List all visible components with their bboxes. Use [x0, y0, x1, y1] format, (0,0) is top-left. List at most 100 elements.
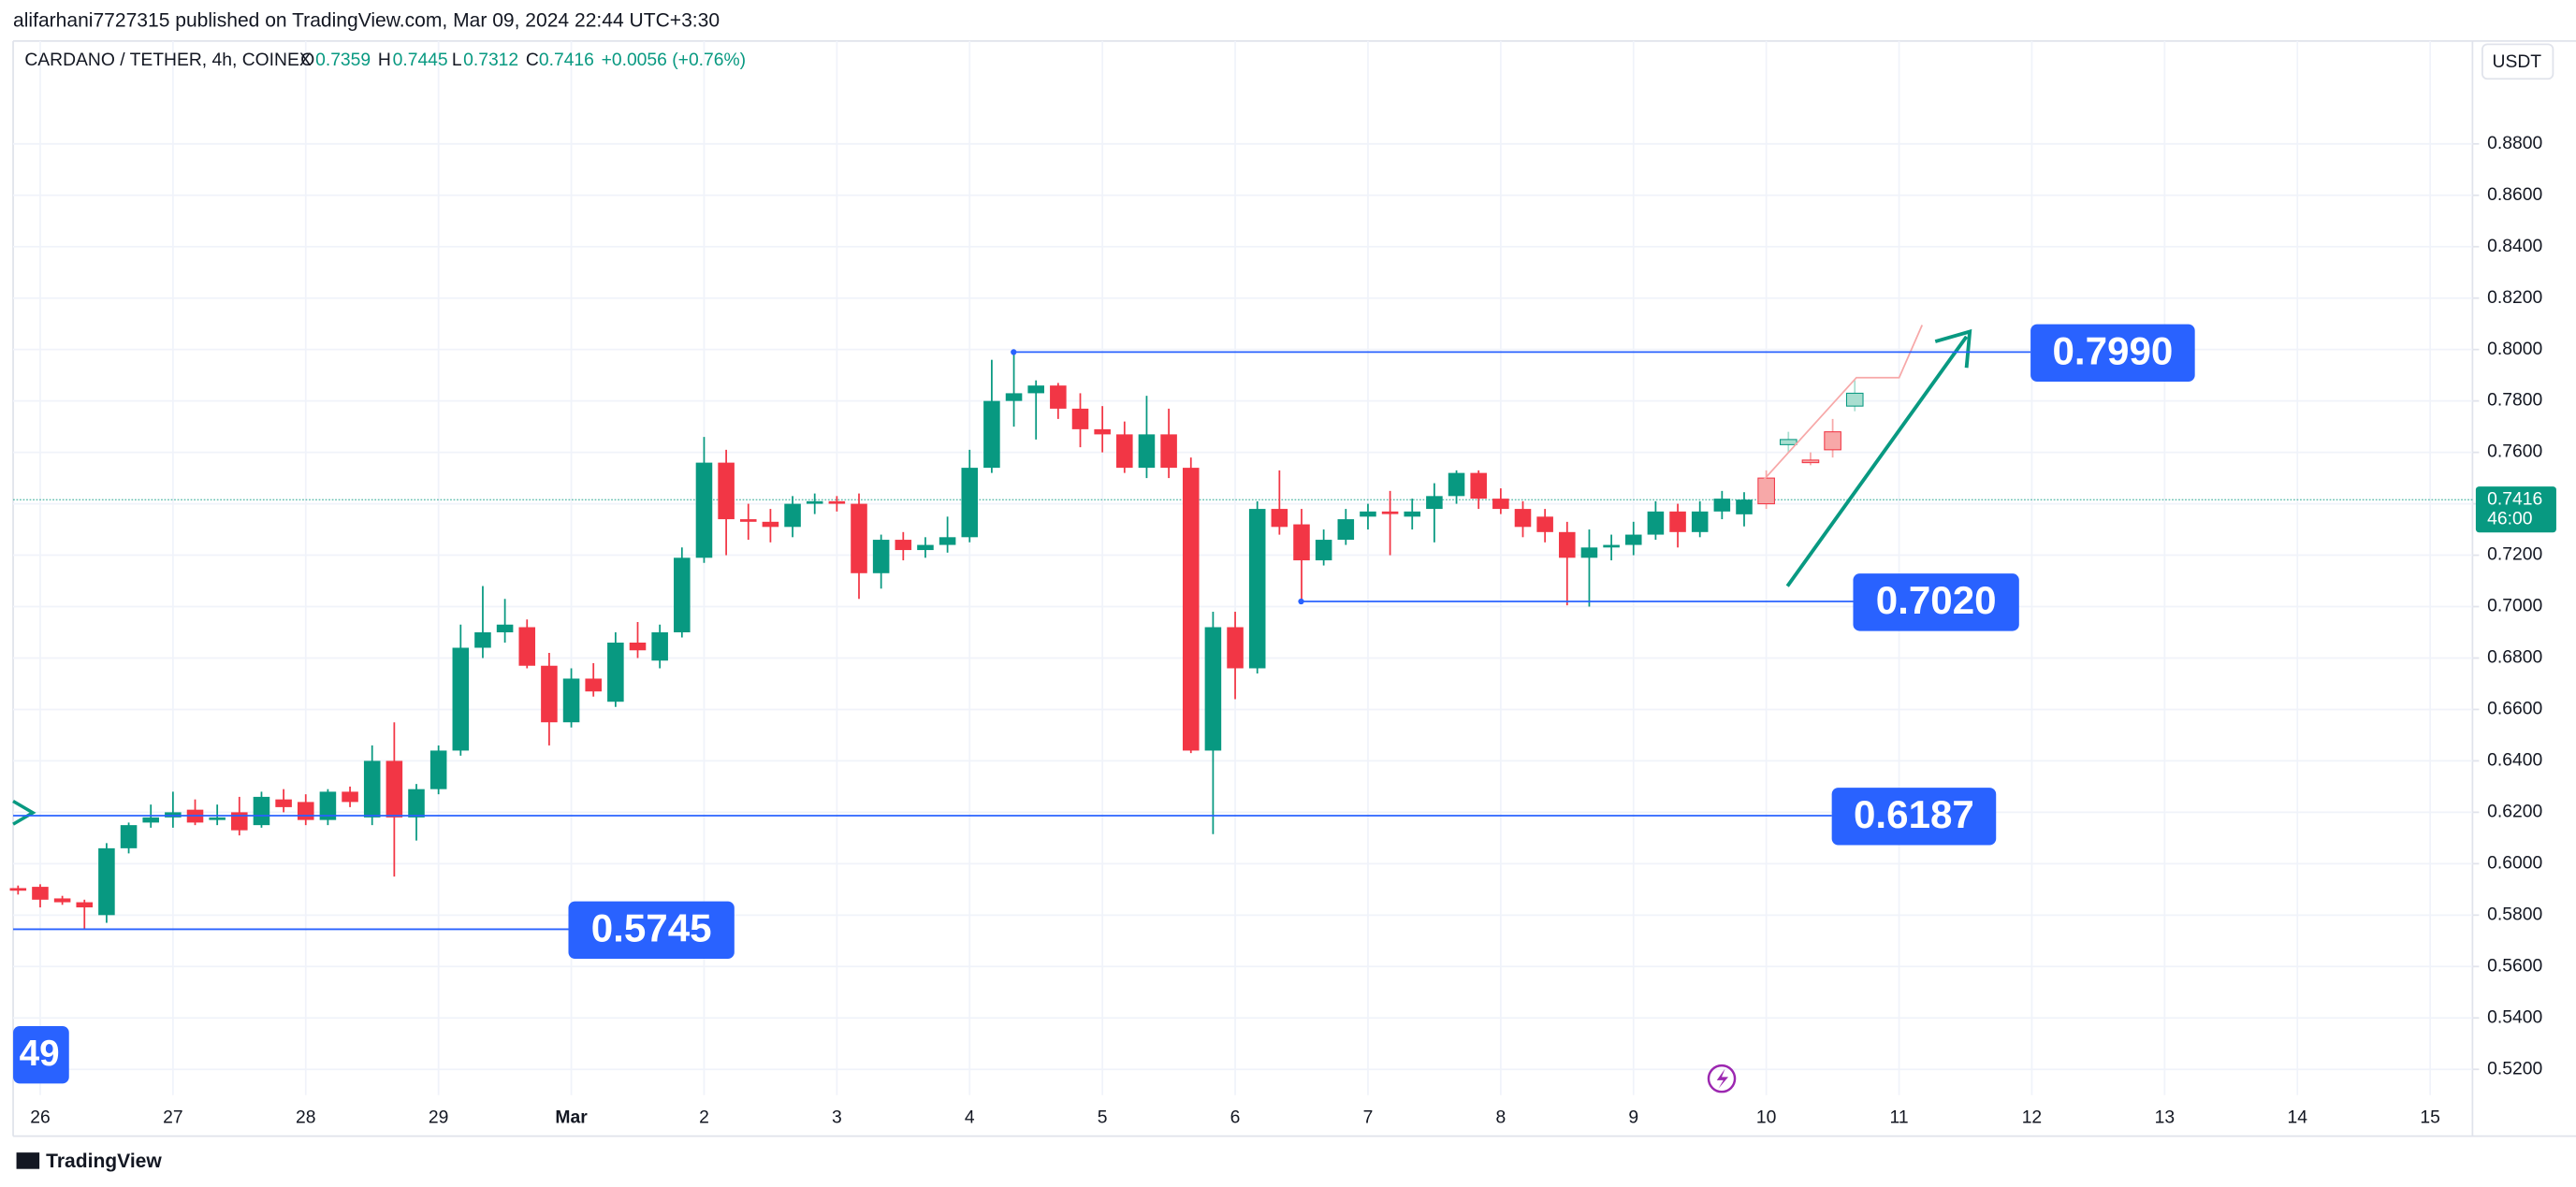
candle-body: [961, 468, 979, 538]
candle-body: [629, 642, 647, 651]
x-tick-label: 6: [1230, 1107, 1241, 1127]
candle-body: [1160, 434, 1177, 469]
candle-body: [1669, 511, 1686, 532]
y-tick-label: 0.7800: [2487, 391, 2542, 411]
candle-body: [209, 817, 226, 820]
candle-body: [1470, 472, 1487, 499]
y-tick-label: 0.8600: [2487, 185, 2542, 205]
candle-body: [585, 678, 602, 692]
arrow-head: [1934, 328, 1972, 369]
candle-body: [1691, 511, 1709, 532]
candle-body: [1801, 459, 1820, 464]
candle-body: [1337, 519, 1355, 541]
candle-body: [1824, 431, 1841, 451]
candle-body: [1624, 534, 1642, 545]
x-tick-label: 9: [1628, 1107, 1638, 1127]
candle-body: [1227, 627, 1244, 669]
level-box: [1853, 573, 2019, 631]
candle-body: [142, 817, 159, 823]
x-tick-label: 29: [429, 1107, 448, 1127]
x-tick-label: 4: [965, 1107, 975, 1127]
y-tick-label: 0.7600: [2487, 442, 2542, 462]
candle-body: [1536, 516, 1553, 532]
x-tick-label: 8: [1495, 1107, 1506, 1127]
y-tick-label: 0.5800: [2487, 905, 2542, 924]
candle-body: [1094, 428, 1111, 435]
y-tick-label: 0.5400: [2487, 1007, 2542, 1027]
x-tick-label: 13: [2155, 1107, 2175, 1127]
candle-body: [1514, 509, 1532, 528]
candle-body: [474, 632, 491, 648]
candle-body: [386, 760, 403, 818]
candle-body: [275, 799, 292, 807]
candle-body: [1005, 393, 1023, 401]
x-tick-label: 12: [2022, 1107, 2042, 1127]
y-tick-label: 0.5600: [2487, 956, 2542, 976]
candle-body: [917, 544, 934, 551]
current-price-box: [2475, 486, 2556, 533]
y-tick-label: 0.7200: [2487, 545, 2542, 565]
h-value: 0.7445: [393, 51, 448, 70]
x-tick-label: 15: [2420, 1107, 2439, 1127]
candle-body: [1559, 531, 1576, 558]
overlay: 0.7990 0.7020 0.6187 0.5745: [12, 324, 2195, 1093]
y-tick-label: 0.6600: [2487, 700, 2542, 719]
x-tick-label: 2: [699, 1107, 709, 1127]
candle-body: [1182, 468, 1200, 751]
partial-label: 49: [20, 1034, 60, 1074]
c-value: 0.7416: [539, 51, 594, 70]
candle-body: [872, 540, 890, 573]
x-tick-label: 5: [1098, 1107, 1108, 1127]
symbol: CARDANO / TETHER, 4h, COINEX: [24, 51, 311, 70]
candle-body: [828, 500, 846, 504]
level-box: [1831, 788, 1997, 846]
candle-body: [1757, 477, 1775, 505]
arrow-shaft: [1785, 335, 1969, 587]
event-icon[interactable]: [1707, 1064, 1737, 1093]
candle-body: [1603, 544, 1620, 548]
candle-body: [1050, 385, 1067, 409]
candle-body: [1116, 434, 1133, 469]
candle-body: [452, 647, 470, 751]
candle-body: [739, 519, 757, 522]
candle-body: [895, 540, 912, 551]
candle-body: [9, 888, 27, 891]
l-value: 0.7312: [463, 51, 518, 70]
h-label: H: [378, 51, 391, 70]
candle-body: [1580, 547, 1598, 558]
candle-body: [1138, 434, 1156, 469]
candle-body: [53, 898, 71, 903]
candle-body: [1647, 511, 1665, 535]
candle-body: [408, 789, 425, 818]
currency-box[interactable]: [2481, 43, 2554, 80]
candle-body: [1248, 509, 1266, 669]
candle-body: [297, 802, 314, 820]
x-tick-label: 10: [1756, 1107, 1776, 1127]
candle-body: [983, 400, 1000, 469]
candle-body: [674, 557, 691, 633]
candle-body: [562, 678, 580, 723]
candle-body: [1204, 627, 1222, 751]
candle-body: [762, 521, 779, 528]
arrow-head-left: [12, 800, 36, 826]
candle-body: [76, 902, 94, 908]
level-label: 0.6187: [1854, 792, 1974, 836]
candle-body: [541, 665, 558, 723]
brand: TradingView: [46, 1151, 162, 1172]
candle-body: [319, 791, 337, 820]
candle-body: [1315, 540, 1332, 561]
o-label: O: [300, 51, 314, 70]
currency: USDT: [2493, 52, 2542, 72]
x-tick-label: 11: [1890, 1107, 1909, 1127]
marks: [9, 352, 2473, 930]
candle-body: [1448, 472, 1465, 497]
candle-body: [1404, 511, 1421, 517]
level-label: 0.5745: [591, 905, 712, 949]
level-box: [2030, 324, 2195, 383]
candle-body: [939, 537, 956, 545]
y-tick-label: 0.6200: [2487, 802, 2542, 821]
candle-body: [1071, 408, 1089, 429]
candle-body: [231, 812, 248, 831]
